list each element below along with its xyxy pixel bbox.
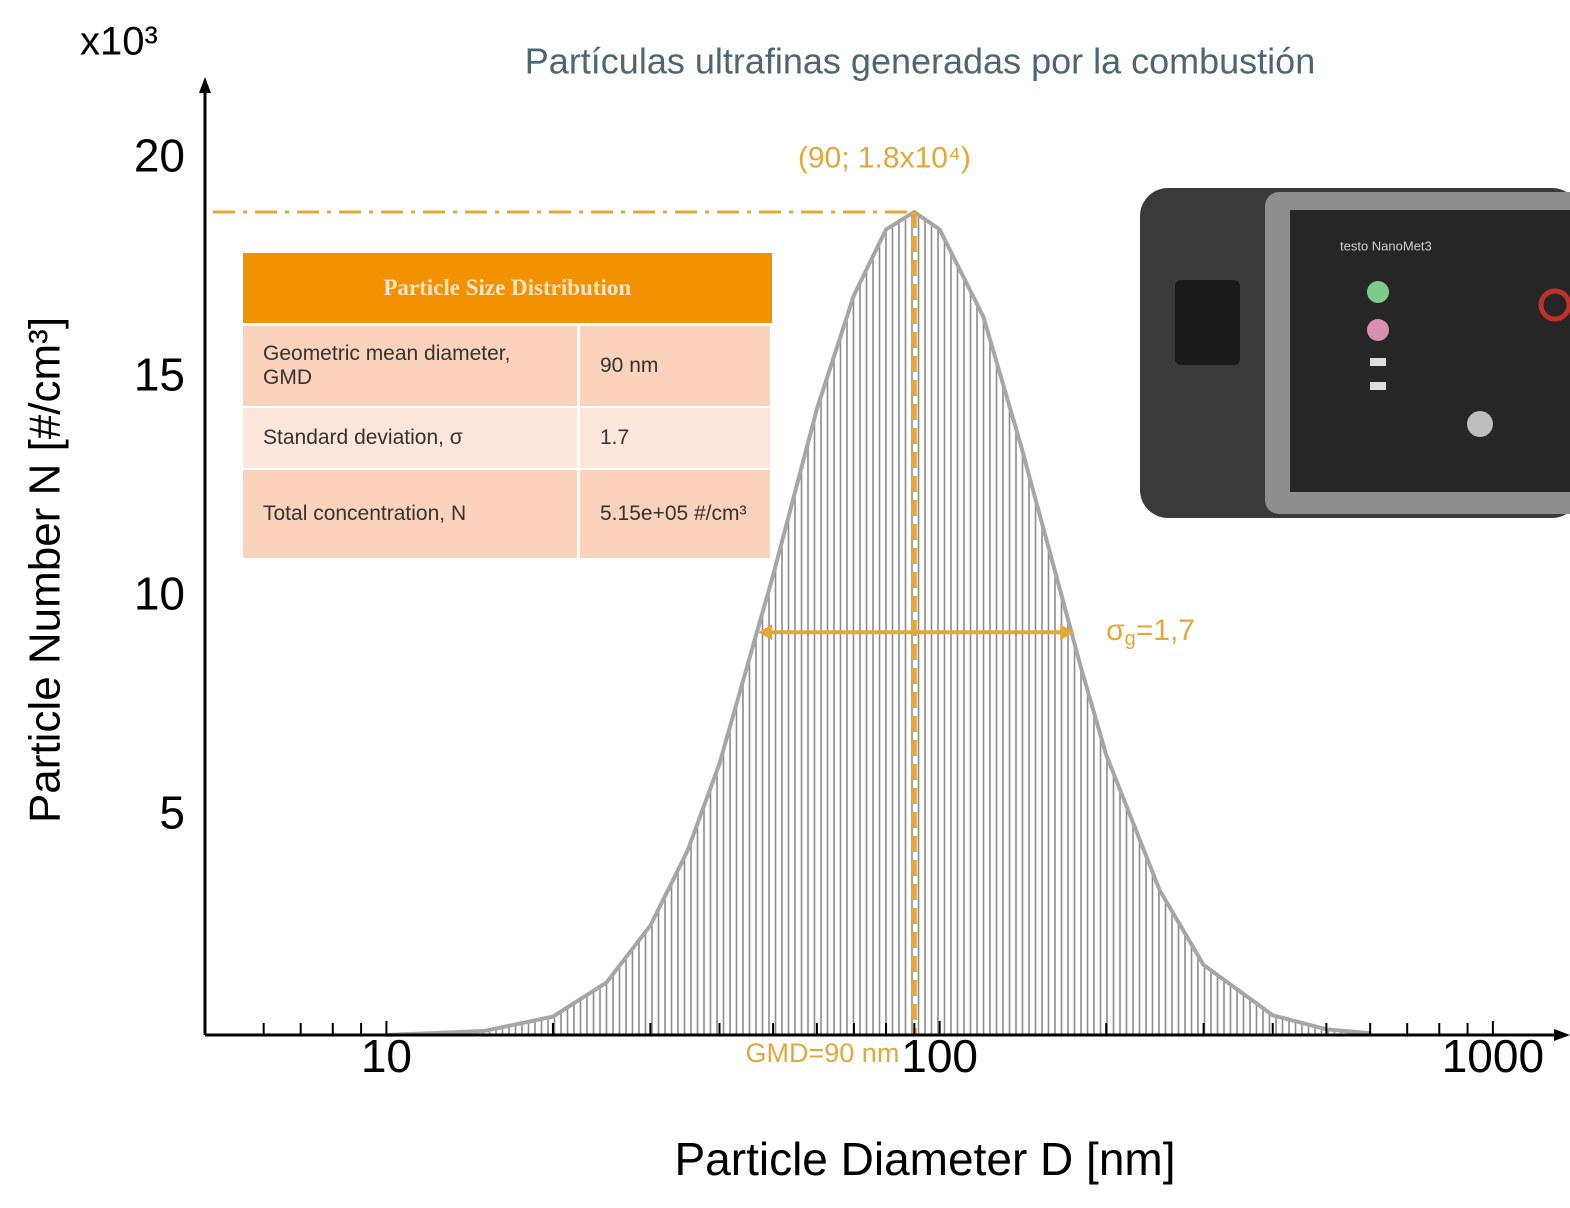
y-tick-label: 20 (134, 130, 185, 182)
y-multiplier: x10³ (80, 20, 158, 64)
device-label: testo NanoMet3 (1340, 238, 1432, 253)
y-axis-label: Particle Number N [#/cm³] (21, 317, 70, 823)
y-tick-label: 10 (134, 567, 185, 619)
table-cell: Total concentration, N (243, 469, 580, 560)
arrow-head (758, 624, 773, 641)
table-row: Geometric mean diameter, GMD 90 nm (243, 324, 773, 408)
table-cell: Geometric mean diameter, GMD (243, 324, 580, 408)
device-photo: testo NanoMet3 (1140, 188, 1570, 518)
y-tick-label: 15 (134, 348, 185, 400)
table-row: Standard deviation, σ 1.7 (243, 407, 773, 470)
y-tick-label: 5 (159, 786, 185, 838)
arrow-head (1060, 624, 1075, 641)
table-title: Particle Size Distribution (243, 253, 772, 326)
peak-label: (90; 1.8x10⁴) (798, 141, 971, 174)
table-cell: 90 nm (578, 324, 773, 408)
x-axis-label: Particle Diameter D [nm] (674, 1133, 1175, 1185)
x-tick-label: 10 (361, 1030, 412, 1082)
sigma-label-part: =1,7 (1136, 614, 1195, 647)
table-row: Total concentration, N 5.15e+05 #/cm³ (243, 469, 773, 560)
table-cell: 5.15e+05 #/cm³ (578, 469, 773, 560)
gmd-label: GMD=90 nm (746, 1038, 900, 1068)
area-fill (386, 211, 1371, 1036)
sigma-label-part: g (1125, 629, 1136, 651)
table-cell: 1.7 (578, 407, 773, 470)
summary-table: Particle Size Distribution Geometric mea… (243, 253, 773, 560)
x-tick-label: 1000 (1442, 1030, 1544, 1082)
chart-title: Partículas ultrafinas generadas por la c… (525, 41, 1315, 82)
axis-arrow (199, 77, 211, 93)
sigma-label: σg=1,7 (1106, 614, 1195, 650)
axis-arrow (1554, 1029, 1570, 1041)
sigma-label-part: σ (1106, 614, 1125, 647)
x-tick-label: 100 (901, 1030, 978, 1082)
table-cell: Standard deviation, σ (243, 407, 580, 470)
